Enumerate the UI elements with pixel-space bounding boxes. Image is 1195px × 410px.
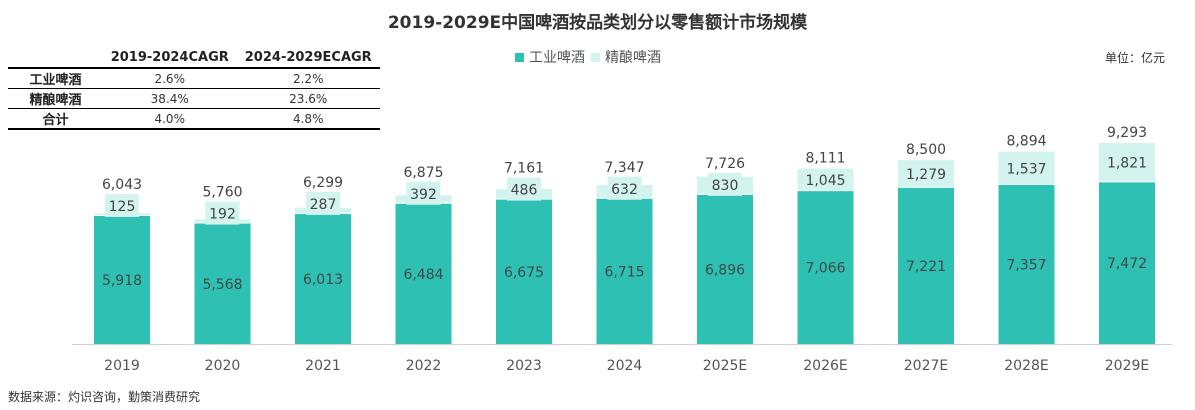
label-craft: 287 xyxy=(310,197,337,213)
cagr-row: 精酿啤酒 38.4% 23.6% xyxy=(8,88,380,109)
label-total: 7,347 xyxy=(604,160,644,176)
label-industrial: 6,675 xyxy=(504,265,544,281)
legend-label-craft: 精酿啤酒 xyxy=(605,50,661,66)
label-industrial: 5,568 xyxy=(202,277,242,293)
x-tick-label: 2029E xyxy=(1105,358,1149,374)
label-total: 7,726 xyxy=(705,156,745,172)
legend-swatch-industrial xyxy=(515,52,524,62)
label-craft: 1,045 xyxy=(805,173,845,189)
bar-craft xyxy=(797,168,854,191)
label-industrial: 6,715 xyxy=(604,264,644,280)
bar-industrial xyxy=(797,191,854,344)
cagr-cell: 2.2% xyxy=(236,67,380,89)
craft-label-bg xyxy=(205,201,240,225)
bar-industrial xyxy=(697,194,753,344)
cagr-cell: 4.8% xyxy=(236,108,380,130)
label-total: 6,299 xyxy=(303,175,343,191)
label-industrial: 7,357 xyxy=(1006,257,1046,273)
label-industrial: 6,484 xyxy=(403,267,443,283)
craft-label-bg xyxy=(607,176,642,200)
legend: 工业啤酒 精酿啤酒 xyxy=(515,47,667,67)
source-note: 数据来源：灼识咨询，勤策消费研究 xyxy=(8,390,201,404)
bar-industrial xyxy=(496,199,552,344)
bar-industrial xyxy=(898,187,954,344)
bar-industrial xyxy=(94,215,150,344)
x-tick-label: 2026E xyxy=(803,358,847,374)
legend-label-industrial: 工业啤酒 xyxy=(529,50,585,66)
bar-craft xyxy=(1099,143,1155,182)
craft-label-bg xyxy=(507,177,541,201)
label-total: 8,894 xyxy=(1006,134,1046,150)
label-total: 7,161 xyxy=(504,161,544,177)
x-tick-label: 2024 xyxy=(607,358,643,374)
craft-label-bg xyxy=(105,193,139,217)
craft-label-bg xyxy=(306,191,340,215)
bar-craft xyxy=(998,151,1055,184)
bar-industrial xyxy=(596,198,653,344)
label-industrial: 7,066 xyxy=(805,261,845,277)
x-tick-label: 2027E xyxy=(904,358,948,374)
x-tick-label: 2023 xyxy=(506,358,542,374)
craft-label-bg xyxy=(708,172,742,196)
label-industrial: 7,472 xyxy=(1107,256,1147,272)
chart-title: 2019-2029E中国啤酒按品类划分以零售额计市场规模 xyxy=(387,13,808,33)
x-tick-label: 2025E xyxy=(703,358,747,374)
label-craft: 125 xyxy=(109,199,136,215)
label-industrial: 5,918 xyxy=(102,273,142,289)
label-total: 6,043 xyxy=(102,177,142,193)
cagr-cell: 38.4% xyxy=(103,88,237,109)
label-total: 6,875 xyxy=(403,165,443,181)
cagr-header-row: 2019-2024CAGR 2024-2029ECAGR xyxy=(8,50,380,68)
cagr-cell: 2.6% xyxy=(103,67,237,89)
cagr-row: 工业啤酒 2.6% 2.2% xyxy=(8,67,380,89)
label-industrial: 6,013 xyxy=(303,272,343,288)
x-tick-label: 2028E xyxy=(1004,358,1048,374)
label-craft: 486 xyxy=(511,183,538,199)
label-total: 9,293 xyxy=(1107,125,1147,141)
cagr-table: 2019-2024CAGR 2024-2029ECAGR 工业啤酒 2.6% 2… xyxy=(8,50,380,130)
label-craft: 392 xyxy=(410,187,437,203)
legend-item-industrial: 工业啤酒 xyxy=(515,47,585,67)
label-total: 8,111 xyxy=(805,151,845,167)
cagr-row-label: 精酿啤酒 xyxy=(8,88,103,109)
label-industrial: 6,896 xyxy=(705,262,745,278)
cagr-cell: 23.6% xyxy=(236,88,380,109)
bar-industrial xyxy=(395,203,452,344)
cagr-cell: 4.0% xyxy=(103,108,237,130)
bar-industrial xyxy=(194,223,251,344)
cagr-header-2: 2024-2029ECAGR xyxy=(244,50,372,65)
label-total: 5,760 xyxy=(202,185,242,201)
label-craft: 830 xyxy=(712,178,739,194)
label-craft: 1,821 xyxy=(1107,156,1147,172)
legend-swatch-craft xyxy=(591,52,600,62)
unit-label: 单位：亿元 xyxy=(1104,51,1165,65)
x-tick-label: 2021 xyxy=(305,358,341,374)
label-craft: 632 xyxy=(611,182,638,198)
craft-label-bg xyxy=(406,181,441,205)
bar-craft xyxy=(898,160,954,187)
cagr-row-label: 工业啤酒 xyxy=(8,67,103,89)
label-craft: 192 xyxy=(209,207,236,223)
cagr-row: 合计 4.0% 4.8% xyxy=(8,108,380,130)
cagr-header-1: 2019-2024CAGR xyxy=(110,50,229,65)
label-industrial: 7,221 xyxy=(906,259,946,275)
legend-item-craft: 精酿啤酒 xyxy=(591,47,661,67)
label-craft: 1,537 xyxy=(1006,161,1046,177)
label-craft: 1,279 xyxy=(906,167,946,183)
bar-industrial xyxy=(295,213,351,344)
x-tick-label: 2019 xyxy=(104,358,140,374)
x-tick-label: 2020 xyxy=(205,358,241,374)
stacked-bar-chart: 125 5,918 6,043 2019 192 5,568 5,760 2020 287 6,0… xyxy=(72,125,1172,374)
x-tick-label: 2022 xyxy=(406,358,442,374)
cagr-row-label: 合计 xyxy=(8,108,103,130)
bar-industrial xyxy=(1099,182,1155,344)
label-total: 8,500 xyxy=(906,142,946,158)
bar-industrial xyxy=(998,184,1055,344)
